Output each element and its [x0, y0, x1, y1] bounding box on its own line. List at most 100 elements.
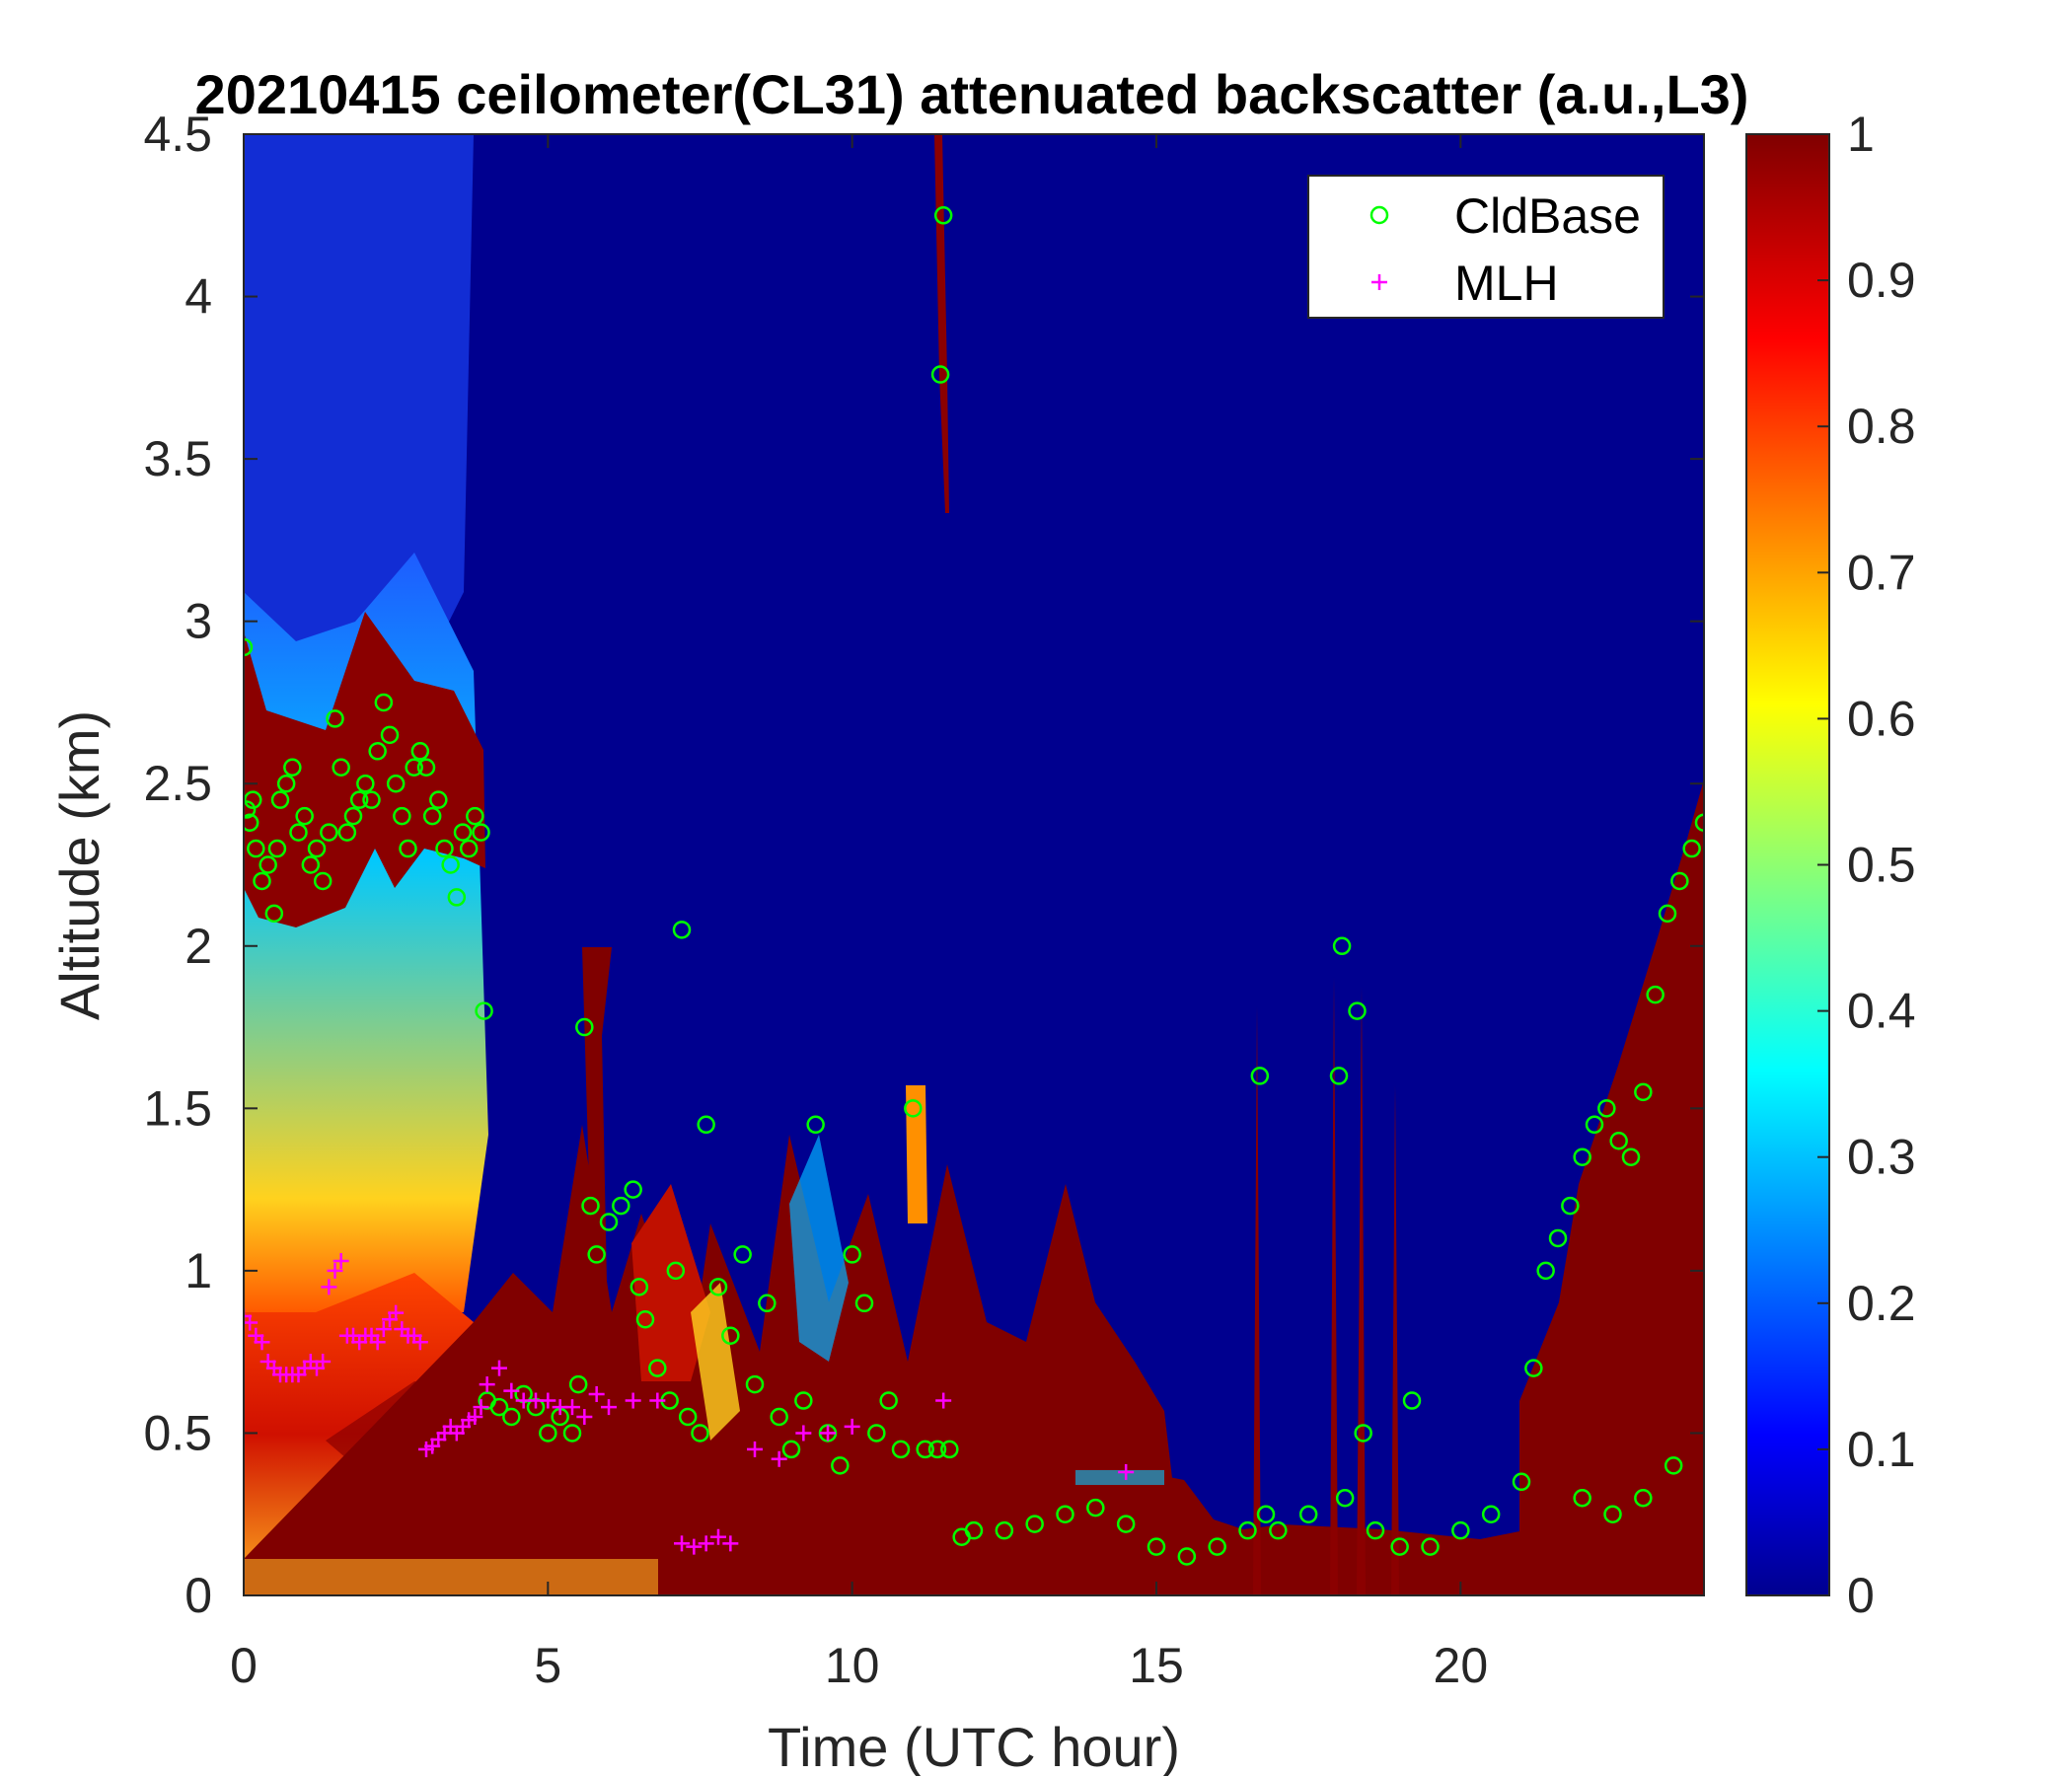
- mlh-point: [820, 1425, 836, 1442]
- cldbase-point: [1658, 904, 1677, 924]
- cldbase-point: [1332, 936, 1352, 956]
- mlh-point: [254, 1334, 270, 1351]
- cldbase-point: [320, 823, 338, 842]
- cldbase-point: [1298, 1505, 1318, 1523]
- cldbase-point: [1348, 1001, 1367, 1020]
- cldbase-point: [575, 1017, 594, 1037]
- rising-cloud-layer: [1519, 779, 1704, 1595]
- cldbase-point: [1634, 1489, 1653, 1508]
- high-cloud-streak: [934, 134, 949, 513]
- cldbase-point: [854, 1294, 874, 1313]
- cldbase-point: [1116, 1515, 1136, 1533]
- mlh-point: [321, 1279, 337, 1295]
- cldbase-point: [1481, 1505, 1501, 1523]
- colorbar-tick-label: 0.9: [1847, 253, 1916, 308]
- cldbase-point: [678, 1407, 698, 1427]
- cldbase-point: [349, 790, 369, 809]
- mlh-point: [588, 1385, 605, 1402]
- y-tick-label: 1.5: [143, 1080, 212, 1136]
- mlh-point: [473, 1399, 489, 1416]
- cldbase-point: [264, 904, 284, 924]
- cldbase-point: [447, 888, 467, 907]
- cldbase-point: [1390, 1537, 1409, 1556]
- cldbase-point: [1269, 1520, 1288, 1540]
- x-tick-label: 20: [1434, 1638, 1489, 1693]
- cldbase-point: [904, 1099, 923, 1118]
- cldbase-point: [581, 1196, 600, 1216]
- cldbase-point: [1335, 1489, 1355, 1508]
- cldbase-point: [362, 790, 381, 809]
- colorbar-tick-label: 0.7: [1847, 545, 1916, 600]
- cldbase-point: [247, 839, 265, 858]
- cldbase-point: [410, 742, 430, 761]
- cldbase-point: [1561, 1196, 1580, 1216]
- mlh-point: [503, 1382, 520, 1399]
- cldbase-point: [276, 774, 296, 793]
- cldbase-point: [380, 725, 400, 745]
- cldbase-point: [1086, 1498, 1105, 1517]
- cldbase-point: [405, 758, 423, 777]
- cldbase-point: [1329, 1067, 1349, 1085]
- cldbase-point: [916, 1440, 934, 1459]
- mlh-point: [479, 1376, 495, 1393]
- mlh-point: [844, 1418, 860, 1435]
- cldbase-point: [1573, 1147, 1591, 1166]
- cloud-band-2-3km: [244, 612, 485, 927]
- mlh-point: [388, 1304, 405, 1321]
- cldbase-point: [879, 1391, 898, 1410]
- cldbase-point: [307, 839, 327, 858]
- mlh-point: [698, 1535, 714, 1552]
- y-tick-label: 0.5: [143, 1405, 212, 1460]
- legend-box: [1307, 175, 1665, 319]
- plume-detail-b: [631, 1184, 710, 1381]
- cldbase-point: [587, 1245, 606, 1264]
- y-tick-label: 3: [185, 594, 212, 649]
- colorbar-tick-label: 1: [1847, 107, 1875, 162]
- mlh-point: [327, 1262, 343, 1279]
- cldbase-point: [386, 774, 406, 793]
- mlh-point: [540, 1392, 556, 1409]
- x-axis-ticks: 0 5 10 15 20: [230, 134, 1488, 1693]
- cldbase-point: [1366, 1520, 1385, 1540]
- mlh-point: [747, 1441, 763, 1457]
- y-tick-label: 2: [185, 919, 212, 974]
- mlh-point: [935, 1392, 952, 1409]
- x-tick-label: 15: [1129, 1638, 1184, 1693]
- cldbase-point: [1646, 985, 1665, 1004]
- cldbase-point: [422, 806, 442, 826]
- cldbase-point: [435, 839, 454, 858]
- cldbase-point: [758, 1294, 777, 1313]
- cldbase-point: [843, 1245, 861, 1264]
- cldbase-point: [337, 823, 357, 842]
- cldbase-point: [416, 758, 436, 777]
- colorbar-tick-label: 0: [1847, 1568, 1875, 1623]
- y-tick-label: 2.5: [143, 756, 212, 811]
- mlh-point: [333, 1253, 349, 1270]
- cldbase-point: [927, 1440, 947, 1459]
- x-tick-label: 0: [230, 1638, 258, 1693]
- cldbase-point: [489, 1397, 509, 1417]
- chart-title: 20210415 ceilometer(CL31) attenuated bac…: [195, 63, 1749, 125]
- cldbase-point: [930, 365, 950, 384]
- cldbase-point: [612, 1196, 630, 1216]
- x-axis-label: Time (UTC hour): [768, 1716, 1180, 1776]
- mlh-point: [625, 1392, 641, 1409]
- x-tick-label: 10: [825, 1638, 880, 1693]
- colorbar-tick-label: 0.5: [1847, 838, 1916, 893]
- cldbase-point: [733, 1245, 752, 1264]
- cldbase-point: [1147, 1537, 1166, 1556]
- cldbase-point: [301, 855, 321, 874]
- colorbar: [1745, 133, 1830, 1596]
- colorbar-tick-label: 0.2: [1847, 1276, 1916, 1331]
- y-tick-label: 1: [185, 1243, 212, 1298]
- mlh-point: [601, 1399, 617, 1416]
- mlh-point: [375, 1321, 392, 1338]
- surface-strip: [244, 1559, 658, 1595]
- cldbase-point: [648, 1359, 667, 1377]
- mlh-point: [649, 1392, 666, 1409]
- mlh-point: [771, 1450, 787, 1467]
- cldbase-point: [267, 839, 287, 858]
- cldbase-point: [1250, 1067, 1270, 1085]
- cldbase-point: [244, 637, 254, 657]
